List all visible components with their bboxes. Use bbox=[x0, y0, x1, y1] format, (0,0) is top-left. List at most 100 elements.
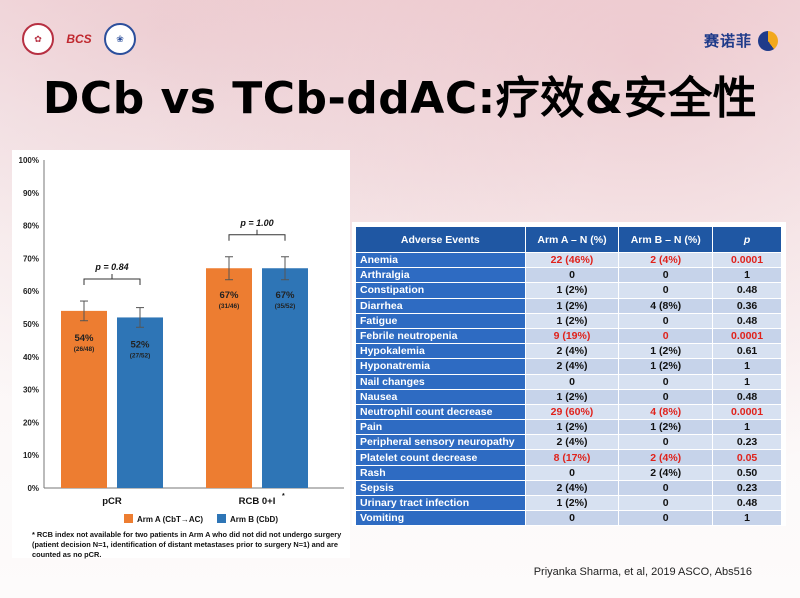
ae-name: Urinary tract infection bbox=[355, 494, 526, 512]
society-logo-icon: ❀ bbox=[104, 23, 136, 55]
arm-a-value: 2 (4%) bbox=[524, 434, 620, 451]
bar bbox=[262, 268, 308, 488]
arm-a-value: 8 (17%) bbox=[524, 449, 620, 466]
p-value: 0.48 bbox=[712, 388, 782, 405]
bar bbox=[61, 310, 107, 488]
table-row: Constipation 1 (2%) 0 0.48 bbox=[355, 282, 782, 299]
arm-a-value: 1 (2%) bbox=[524, 388, 620, 405]
table-row: Peripheral sensory neuropathy 2 (4%) 0 0.23 bbox=[355, 434, 782, 451]
p-value: 1 bbox=[712, 358, 782, 375]
arm-a-value: 22 (46%) bbox=[524, 251, 620, 269]
arm-b-value: 1 (2%) bbox=[618, 419, 714, 436]
brand-name: 赛诺菲 bbox=[703, 32, 752, 50]
y-tick-label: 80% bbox=[23, 222, 39, 231]
ae-name: Sepsis bbox=[355, 479, 526, 497]
header-logos: ✿ BCS ❀ bbox=[22, 23, 136, 55]
ae-name: Constipation bbox=[355, 282, 526, 299]
header-arm-b: Arm B – N (%) bbox=[618, 226, 714, 253]
table-row: Hyponatremia 2 (4%) 1 (2%) 1 bbox=[355, 358, 782, 375]
p-value: 1 bbox=[712, 510, 782, 527]
table-row: Anemia 22 (46%) 2 (4%) 0.0001 bbox=[355, 251, 782, 269]
table-row: Nail changes 0 0 1 bbox=[355, 373, 782, 390]
arm-b-value: 0 bbox=[618, 388, 714, 405]
table-row: Fatigue 1 (2%) 0 0.48 bbox=[355, 312, 782, 329]
bar bbox=[117, 317, 163, 488]
header-arm-a: Arm A – N (%) bbox=[524, 226, 620, 253]
x-tick-label: pCR bbox=[102, 496, 122, 507]
table-row: Hypokalemia 2 (4%) 1 (2%) 0.61 bbox=[355, 343, 782, 360]
p-value-label: p = 0.84 bbox=[94, 262, 128, 272]
arm-b-value: 0 bbox=[618, 373, 714, 390]
arm-a-value: 1 (2%) bbox=[524, 282, 620, 299]
bar bbox=[206, 268, 252, 488]
ae-name: Arthralgia bbox=[355, 267, 526, 284]
bar-chart-panel: 0% 10% 20% 30% 40% 50% 60% 70% 80% 90% 100% 54% (26/… bbox=[12, 150, 350, 559]
x-tick-label: RCB 0+I bbox=[239, 496, 276, 507]
p-value: 0.48 bbox=[712, 282, 782, 299]
ae-name: Vomiting bbox=[355, 510, 526, 527]
arm-a-value: 9 (19%) bbox=[524, 327, 620, 345]
table-row: Platelet count decrease 8 (17%) 2 (4%) 0.05 bbox=[355, 449, 782, 466]
y-tick-label: 10% bbox=[23, 451, 39, 460]
x-label-superscript: * bbox=[282, 493, 285, 500]
data-sublabel: (35/52) bbox=[275, 303, 296, 310]
p-value: 1 bbox=[712, 419, 782, 436]
table-row: Sepsis 2 (4%) 0 0.23 bbox=[355, 479, 782, 497]
arm-a-value: 2 (4%) bbox=[524, 358, 620, 375]
arm-a-value: 0 bbox=[524, 373, 620, 390]
arm-b-value: 2 (4%) bbox=[618, 464, 714, 481]
ae-name: Pain bbox=[355, 419, 526, 436]
ae-name: Hyponatremia bbox=[355, 358, 526, 375]
y-tick-label: 90% bbox=[23, 189, 39, 198]
table-header-row: Adverse Events Arm A – N (%) Arm B – N (… bbox=[355, 226, 782, 253]
header-p: p bbox=[712, 226, 782, 253]
arm-b-value: 0 bbox=[618, 327, 714, 345]
p-value: 0.0001 bbox=[712, 251, 782, 269]
ae-name: Peripheral sensory neuropathy bbox=[355, 434, 526, 451]
data-sublabel: (31/46) bbox=[219, 303, 240, 310]
table-row: Nausea 1 (2%) 0 0.48 bbox=[355, 388, 782, 405]
ae-name: Febrile neutropenia bbox=[355, 327, 526, 345]
data-sublabel: (27/52) bbox=[130, 352, 151, 359]
arm-b-value: 0 bbox=[618, 494, 714, 512]
legend-swatch bbox=[217, 514, 226, 523]
citation: Priyanka Sharma, et al, 2019 ASCO, Abs51… bbox=[533, 566, 752, 578]
y-tick-label: 30% bbox=[23, 386, 39, 395]
brand-logo: 赛诺菲 bbox=[704, 30, 778, 51]
y-tick-label: 40% bbox=[23, 353, 39, 362]
ae-name: Nail changes bbox=[355, 373, 526, 390]
y-tick-label: 60% bbox=[23, 287, 39, 296]
chart-footnote: * RCB index not available for two patien… bbox=[32, 530, 342, 559]
table-row: Diarrhea 1 (2%) 4 (8%) 0.36 bbox=[355, 297, 782, 314]
ae-name: Fatigue bbox=[355, 312, 526, 329]
arm-a-value: 0 bbox=[524, 464, 620, 481]
table-row: Arthralgia 0 0 1 bbox=[355, 267, 782, 284]
data-label: 67% bbox=[275, 290, 295, 301]
data-label: 54% bbox=[74, 333, 94, 344]
table-row: Pain 1 (2%) 1 (2%) 1 bbox=[355, 419, 782, 436]
ae-name: Neutrophil count decrease bbox=[355, 403, 526, 421]
data-label: 52% bbox=[130, 339, 150, 350]
data-label: 67% bbox=[219, 290, 239, 301]
adverse-events-panel: Adverse Events Arm A – N (%) Arm B – N (… bbox=[352, 222, 786, 527]
p-value: 0.23 bbox=[712, 434, 782, 451]
legend-label: Arm A (CbT→AC) bbox=[137, 515, 203, 524]
y-tick-label: 50% bbox=[23, 320, 39, 329]
arm-a-value: 1 (2%) bbox=[524, 419, 620, 436]
table-row: Rash 0 2 (4%) 0.50 bbox=[355, 464, 782, 481]
ae-name: Anemia bbox=[355, 251, 526, 269]
slide-title: DCb vs TCb-ddAC:疗效&安全性 bbox=[42, 73, 758, 124]
p-value: 0.05 bbox=[712, 449, 782, 466]
arm-a-value: 2 (4%) bbox=[524, 343, 620, 360]
arm-b-value: 0 bbox=[618, 479, 714, 497]
p-value: 0.48 bbox=[712, 312, 782, 329]
arm-b-value: 4 (8%) bbox=[618, 403, 714, 421]
y-tick-label: 70% bbox=[23, 254, 39, 263]
header-adverse-events: Adverse Events bbox=[355, 226, 526, 253]
arm-a-value: 1 (2%) bbox=[524, 494, 620, 512]
bcs-logo: BCS bbox=[66, 32, 92, 46]
table-row: Vomiting 0 0 1 bbox=[355, 510, 782, 527]
data-sublabel: (26/48) bbox=[74, 346, 95, 353]
p-value: 1 bbox=[712, 373, 782, 390]
arm-a-value: 0 bbox=[524, 510, 620, 527]
